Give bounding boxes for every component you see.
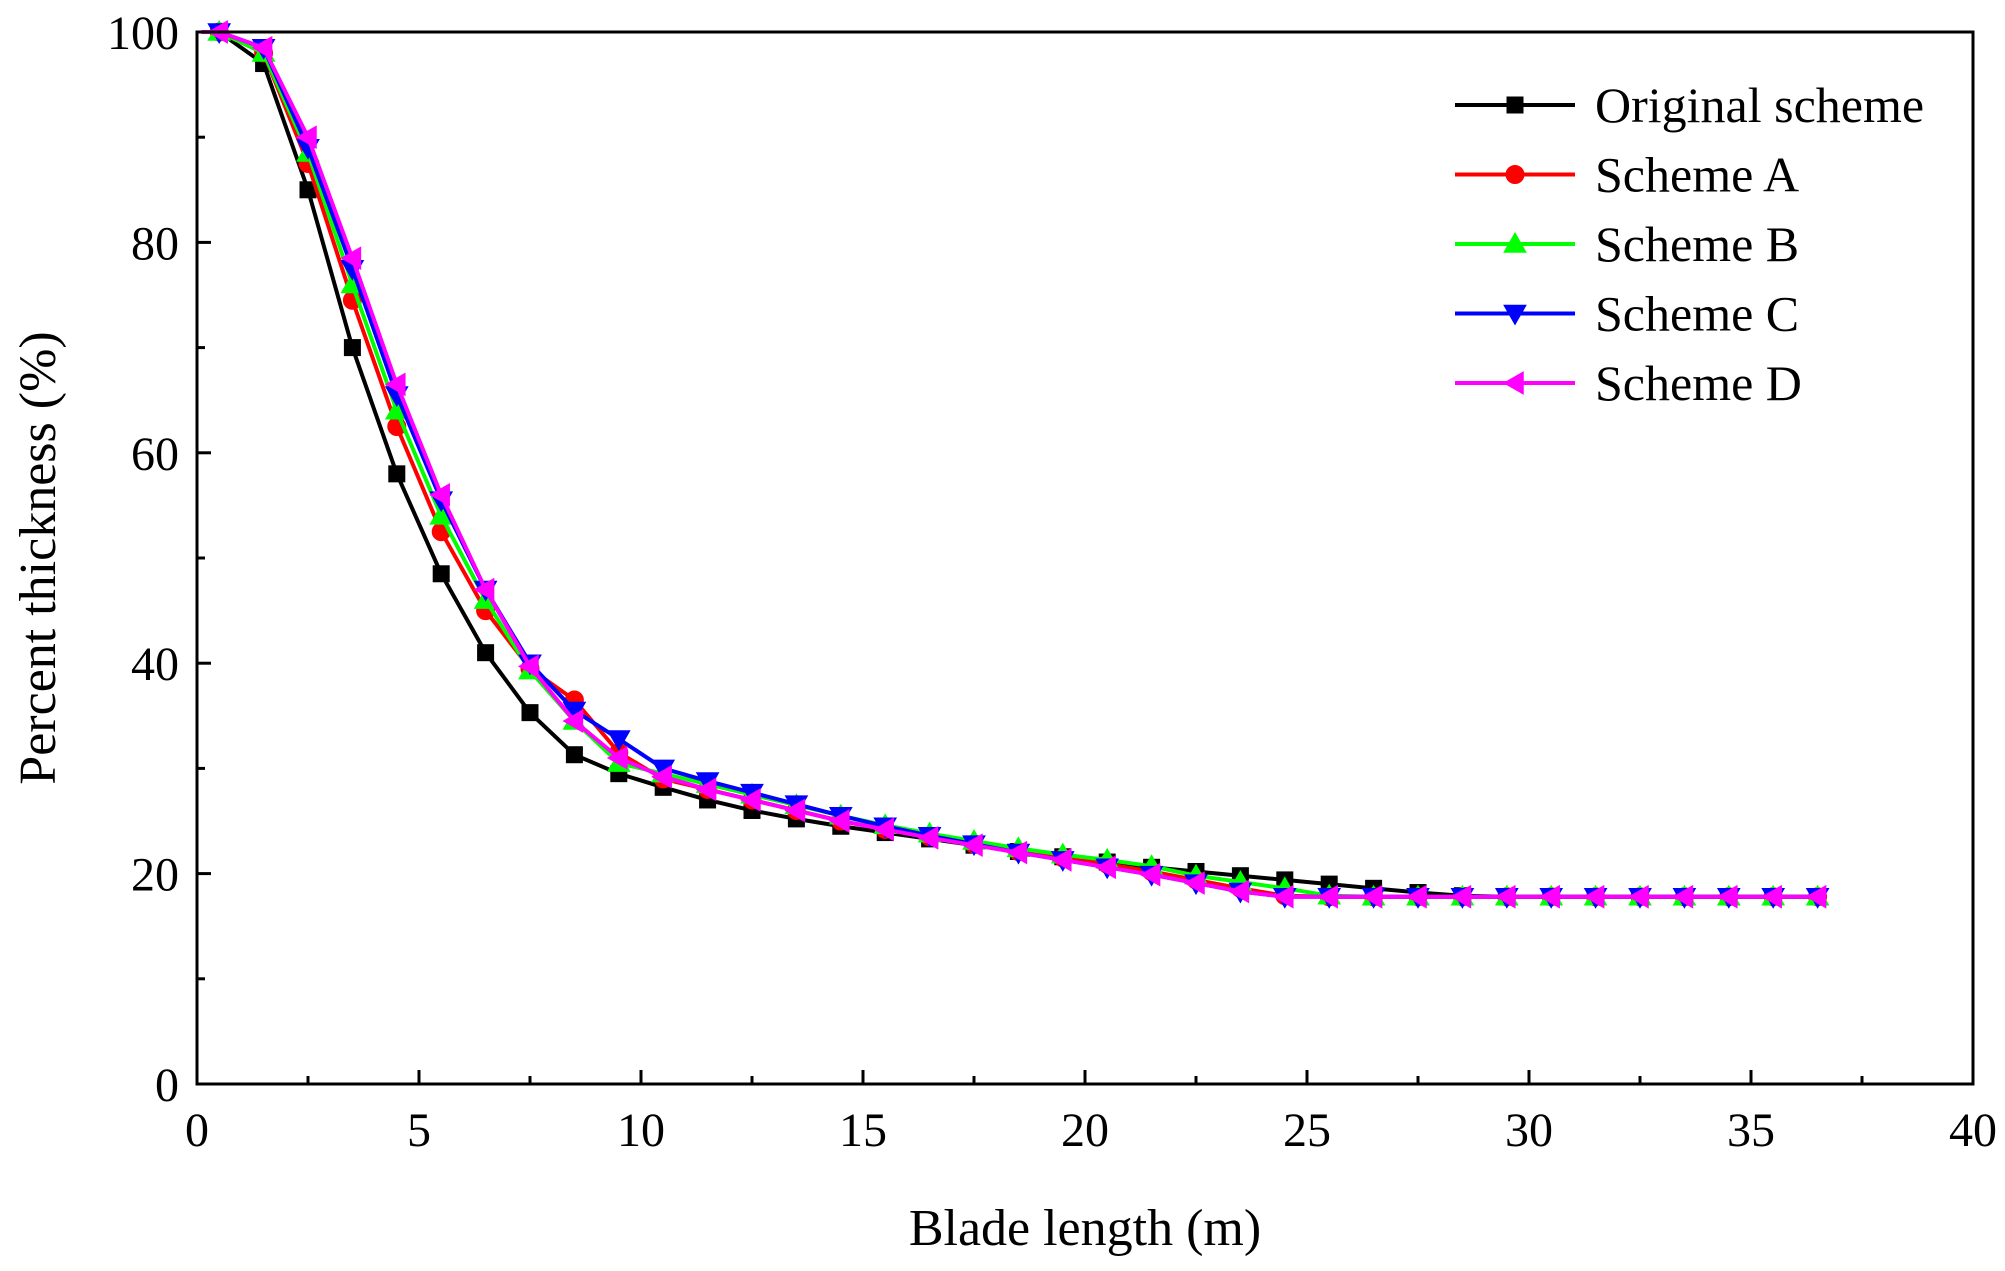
data-point [432,565,450,583]
data-point [873,817,894,842]
x-tick-label: 35 [1727,1104,1775,1157]
legend-item: Scheme C [1455,286,1799,342]
legend-marker [1506,96,1524,114]
x-axis-title: Blade length (m) [909,1200,1261,1257]
series-line [201,30,1818,899]
data-point [784,798,806,823]
data-point [517,654,539,679]
legend-marker [1503,231,1527,253]
data-point [1183,871,1205,895]
y-tick-label: 80 [131,217,179,270]
legend-label: Scheme C [1595,286,1799,342]
data-point [562,709,584,733]
data-point [565,746,583,764]
data-point [473,577,495,602]
data-point [1228,879,1250,904]
x-tick-label: 25 [1283,1104,1331,1157]
legend-label: Scheme B [1595,216,1799,272]
legend-item: Scheme B [1455,216,1799,272]
data-point [1405,884,1427,909]
x-tick-label: 40 [1949,1104,1997,1157]
y-tick-label: 60 [131,428,179,481]
x-tick-label: 0 [185,1104,209,1157]
plot-frame [195,30,1975,1086]
data-point [1450,884,1472,909]
x-tick-label: 15 [839,1104,887,1157]
data-point [477,644,495,662]
y-tick-label: 0 [155,1059,179,1112]
data-point [1583,884,1605,909]
series-line [201,30,1818,899]
data-point [961,833,983,858]
data-point [1494,884,1516,909]
data-point [1317,884,1338,909]
y-tick-label: 20 [131,849,179,902]
series-line [201,30,1818,899]
data-point [1539,884,1560,909]
legend-marker [1503,304,1527,326]
y-tick-label: 100 [107,7,179,60]
data-point [295,125,317,150]
data-point [1761,884,1782,909]
axes-layer: 0 5 10 15 20 25 30 35 40 0 20 40 60 80 100 [107,7,1997,1157]
data-point [695,777,717,802]
data-point [1006,840,1028,865]
data-point [606,746,628,770]
data-point [1361,884,1383,909]
data-point [521,704,539,722]
series-line [201,30,1818,899]
data-point [1095,855,1116,880]
data-point [1139,862,1161,887]
data-point [384,372,406,397]
x-tick-label: 20 [1061,1104,1109,1157]
data-point [1272,884,1294,909]
data-point [429,483,450,507]
legend-label: Scheme D [1595,355,1802,411]
legend-item: Scheme A [1455,147,1799,203]
series-layer [201,19,1830,909]
legend-label: Scheme A [1595,147,1799,203]
x-tick-label: 10 [617,1104,665,1157]
x-tick-label: 30 [1505,1104,1553,1157]
data-point [1672,884,1694,909]
series-line [201,30,1818,899]
data-point [388,465,406,483]
series-scheme-b [201,19,1830,906]
x-tick-label: 5 [407,1104,431,1157]
legend-item: Scheme D [1455,355,1802,411]
y-tick-label: 40 [131,638,179,691]
legend: Original scheme Scheme A Scheme B Scheme C S… [1455,77,1924,411]
series-scheme-d [201,20,1827,909]
data-point [1627,884,1649,909]
y-axis-title: Percent thickness (%) [10,331,67,784]
data-point [1716,884,1738,909]
series-scheme-c [201,23,1830,909]
data-point [1050,848,1072,872]
legend-marker [1505,165,1525,184]
legend-marker [1502,371,1524,395]
data-point [1805,884,1827,909]
data-point [340,246,362,271]
data-point [343,339,361,357]
data-point [651,764,672,789]
data-point [828,809,850,833]
series-scheme-a [201,22,1828,907]
series-original-scheme [201,23,1827,906]
legend-item: Original scheme [1455,77,1924,133]
data-point [739,788,761,812]
data-point [606,730,631,751]
legend-label: Original scheme [1595,77,1924,133]
data-point [251,35,273,60]
data-point [917,825,939,850]
